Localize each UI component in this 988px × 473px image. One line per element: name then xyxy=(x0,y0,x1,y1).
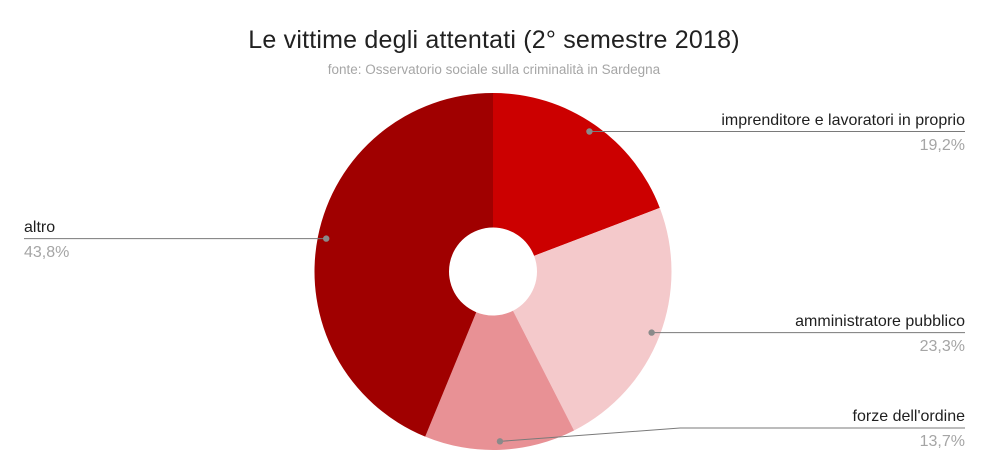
slice-label: altro xyxy=(24,219,56,236)
slice-label: amministratore pubblico xyxy=(795,313,965,330)
leader-dot-amministratore xyxy=(648,329,655,336)
slice-percent: 19,2% xyxy=(919,137,965,154)
leader-lines xyxy=(24,130,965,442)
slice-percent: 23,3% xyxy=(919,338,965,355)
leader-dot-altro xyxy=(323,235,330,242)
callout-forze-ordine: forze dell'ordine 13,7% xyxy=(853,407,965,451)
slice-label: imprenditore e lavoratori in proprio xyxy=(721,112,965,129)
leader-dot-forze-ordine xyxy=(496,438,504,445)
leader-line-forze-ordine xyxy=(499,427,965,442)
leader-dot-imprenditore xyxy=(586,128,593,135)
callout-altro: altro 43,8% xyxy=(24,218,69,262)
pie-slice-amministratore[interactable] xyxy=(512,207,672,431)
pie-slice-imprenditore[interactable] xyxy=(493,93,660,256)
chart-title: Le vittime degli attentati (2° semestre … xyxy=(248,26,740,54)
leader-dots xyxy=(323,128,655,445)
callout-imprenditore: imprenditore e lavoratori in proprio 19,… xyxy=(721,111,965,155)
slice-label: forze dell'ordine xyxy=(852,408,965,425)
slice-percent: 13,7% xyxy=(919,433,965,450)
chart-subtitle: fonte: Osservatorio sociale sulla crimin… xyxy=(327,62,661,77)
pie-slice-forze-ordine[interactable] xyxy=(425,310,575,450)
pie-slices xyxy=(314,93,672,450)
callout-amministratore: amministratore pubblico 23,3% xyxy=(795,312,965,356)
slice-percent: 43,8% xyxy=(24,244,70,261)
pie-slice-altro[interactable] xyxy=(314,93,494,437)
